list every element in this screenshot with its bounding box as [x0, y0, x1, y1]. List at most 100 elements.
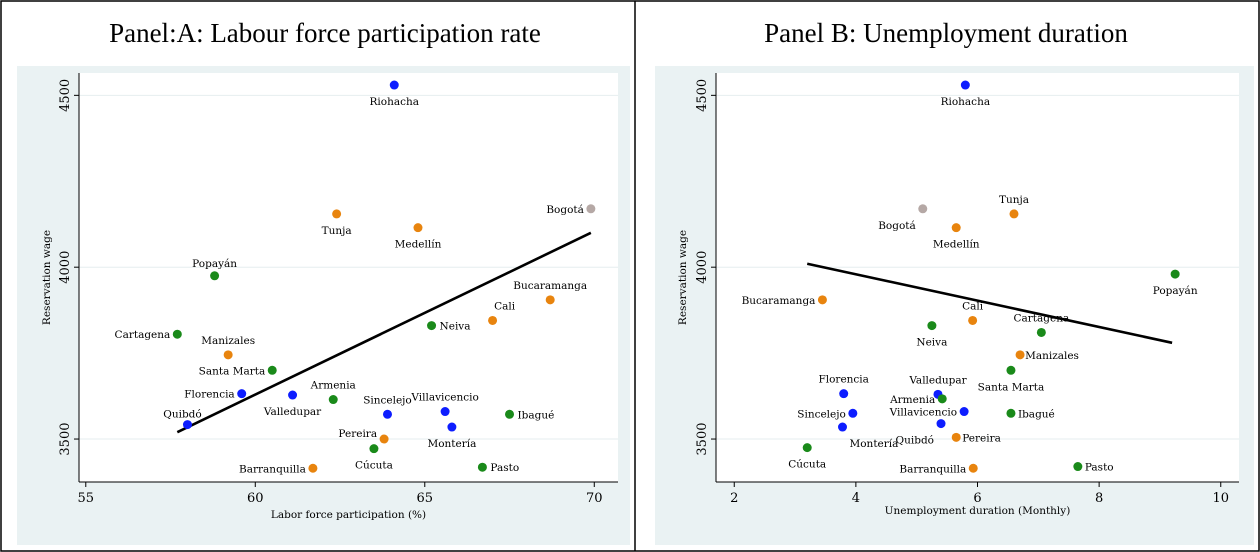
panel-a-x-tick-label: 55 — [78, 491, 95, 506]
panel-a-point-label: Cartagena — [115, 329, 171, 341]
panel-a-point — [505, 409, 515, 419]
panel-b-y-axis-title: Reservation wage — [677, 230, 689, 325]
panel-b-point-label: Popayán — [1153, 285, 1198, 297]
panel-a-point-label: Ibagué — [518, 409, 555, 421]
panel-a-point-label: Barranquilla — [239, 463, 306, 475]
panel-a-point — [223, 350, 233, 360]
panel-a-y-axis-title: Reservation wage — [41, 230, 53, 325]
panel-a-point-label: Bucaramanga — [513, 280, 587, 292]
panel-b-x-tick-label: 2 — [730, 491, 738, 506]
panel-a-chart: 3500 4000 4500 55 60 65 70 Labor force particip… — [17, 66, 630, 545]
panel-b-point — [1073, 462, 1083, 472]
panel-a-point — [328, 395, 338, 405]
panel-a-point-label: Cali — [494, 300, 516, 312]
panel-b-point — [1036, 327, 1046, 337]
panel-a-point — [379, 434, 389, 444]
panel-a-x-tick-label: 60 — [247, 491, 264, 506]
panel-a-point-label: Valledupar — [263, 406, 322, 418]
panel-b-point — [817, 295, 827, 305]
panel-b-point-label: Bogotá — [878, 220, 916, 232]
panel-a-point — [182, 420, 192, 430]
panel-b-point — [968, 315, 978, 325]
panel-b-x-axis-title: Unemployment duration (Monthly) — [885, 505, 1071, 517]
panel-b-point-label: Tunja — [999, 194, 1029, 206]
panel-a-point — [288, 390, 298, 400]
panel-a-point — [545, 295, 555, 305]
panel-a-fit-line — [176, 231, 592, 434]
panel-b-point — [927, 321, 937, 331]
panel-b-plot-area — [716, 73, 1239, 482]
panel-a-point — [332, 209, 342, 219]
panel-a-point — [210, 271, 220, 281]
panel-b-point — [839, 389, 849, 399]
panel-a-point-label: Neiva — [440, 321, 471, 333]
panel-a-point — [440, 407, 450, 417]
panel-a-point-label: Riohacha — [370, 96, 420, 108]
panel-a-point — [308, 463, 318, 473]
panel-b-point-label: Manizales — [1025, 350, 1079, 362]
panel-b-point — [937, 394, 947, 404]
panel-b-point-label: Medellín — [933, 239, 980, 251]
panel-b-point-label: Riohacha — [941, 96, 991, 108]
panel-b-point — [837, 422, 847, 432]
panel-b-point — [918, 204, 928, 214]
panel-b-point — [936, 419, 946, 429]
panel-b-point-label: Ibagué — [1018, 408, 1055, 420]
panel-a-point-label: Santa Marta — [199, 365, 266, 377]
panel-b-point — [951, 432, 961, 442]
panel-a-point — [369, 444, 379, 454]
panel-b-fit-line — [806, 262, 1173, 345]
panel-a-point-label: Sincelejo — [363, 394, 412, 406]
panel-b-point-label: Armenia — [889, 394, 935, 406]
panel-b-y-tick-label: 4500 — [695, 79, 710, 112]
panel-b-point-label: Sincelejo — [797, 408, 846, 420]
panel-a-point — [382, 409, 392, 419]
panel-b-point-label: Florencia — [818, 374, 868, 386]
panel-b-point-label: Cali — [962, 300, 984, 312]
panel-a-point — [389, 80, 399, 90]
panel-a-point-label: Bogotá — [546, 204, 584, 216]
panel-b-point-label: Villavicencio — [889, 407, 957, 419]
panel-b-point — [1009, 209, 1019, 219]
panel-b-x-tick-label: 8 — [1095, 491, 1103, 506]
panel-a-y-tick-label: 4000 — [58, 251, 73, 284]
panel-a-point-label: Pereira — [338, 428, 377, 440]
panel-a-y-tick-label: 3500 — [58, 422, 73, 455]
panel-a-y-tick-label: 4500 — [58, 79, 73, 112]
panel-a-x-tick-label: 65 — [417, 491, 434, 506]
panel-b-point-label: Valledupar — [908, 374, 967, 386]
panel-b-x-tick-label: 4 — [852, 491, 860, 506]
panel-b-point — [1170, 269, 1180, 279]
panel-a-point-label: Pasto — [490, 462, 519, 474]
panel-b-point — [848, 408, 858, 418]
panel-b-point-label: Pasto — [1085, 462, 1114, 474]
panel-a-point-label: Montería — [427, 438, 476, 450]
panel-b-point-label: Neiva — [916, 337, 947, 349]
panel-a-plot-area — [79, 73, 618, 482]
panel-a-point — [447, 422, 457, 432]
panel-b-point-label: Quibdó — [896, 435, 935, 447]
panel-b-y-tick-label: 4000 — [695, 251, 710, 284]
panel-b-point-label: Montería — [849, 438, 898, 450]
panel-b-chart: 3500 4000 4500 2 4 6 8 10 Unemployment duration … — [655, 66, 1254, 545]
panel-a-point — [488, 315, 498, 325]
panel-a-point-label: Armenia — [310, 380, 356, 392]
panel-a-point-label: Medellín — [395, 239, 442, 251]
panel-b-point-label: Santa Marta — [978, 381, 1045, 393]
panel-b-x-tick-label: 6 — [973, 491, 981, 506]
panel-b-point-label: Cúcuta — [788, 459, 826, 471]
panel-a-point — [172, 329, 182, 339]
panel-a-point — [267, 365, 277, 375]
panel-b-point — [1006, 408, 1016, 418]
panel-a-point-label: Florencia — [184, 389, 234, 401]
panel-a-point-label: Manizales — [201, 335, 255, 347]
panel-a-point-label: Villavicencio — [410, 392, 478, 404]
panel-b-point-label: Pereira — [962, 432, 1001, 444]
panel-b-title: Panel B: Unemployment duration — [764, 18, 1128, 48]
panel-b-point — [959, 407, 969, 417]
panel-a-title: Panel:A: Labour force participation rate — [109, 18, 541, 48]
panel-b-point — [951, 223, 961, 233]
panel-b-point — [1006, 365, 1016, 375]
panel-a-point — [477, 462, 487, 472]
